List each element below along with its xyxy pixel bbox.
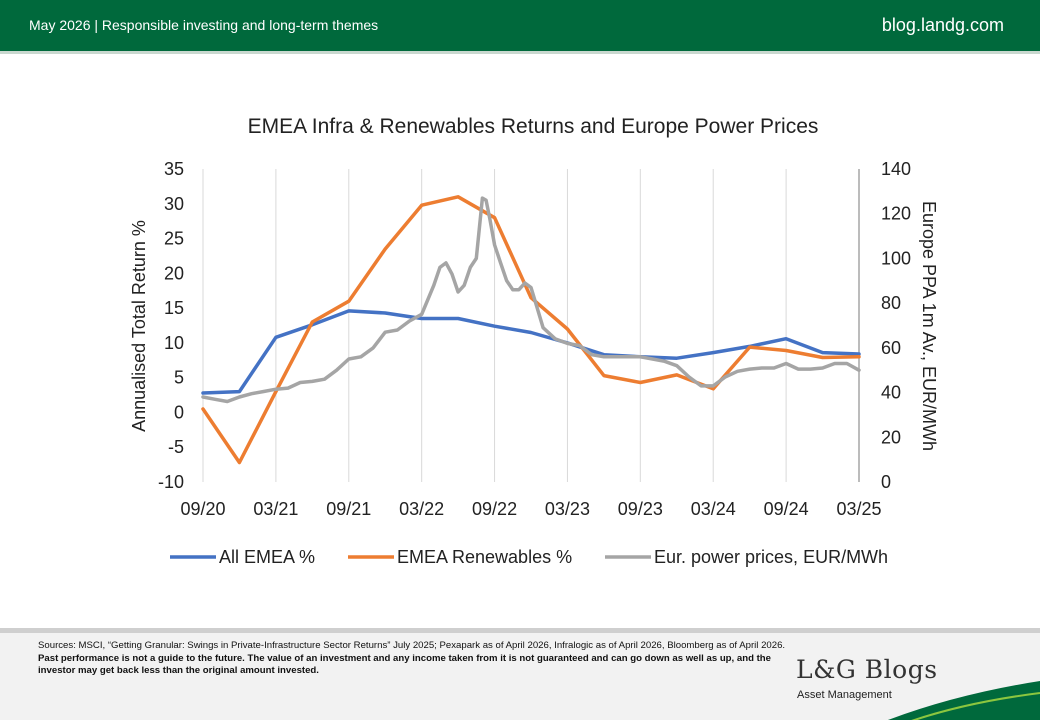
chart: EMEA Infra & Renewables Returns and Euro… (129, 115, 939, 567)
x-tick-label: 09/23 (618, 499, 663, 519)
y-axis-label: Annualised Total Return % (129, 220, 149, 432)
green-swoosh (887, 681, 1040, 720)
y2-tick-label: 140 (881, 159, 911, 179)
y2-tick-label: 120 (881, 204, 911, 224)
header-divider (0, 51, 1040, 54)
legend-label: All EMEA % (219, 547, 315, 567)
tick-labels: 09/20 03/21 09/21 03/22 09/22 03/23 09/23 03/24… (158, 159, 911, 519)
y-tick-label: 15 (164, 298, 184, 318)
y2-axis-label: Europe PPA 1m Av., EUR/MWh (919, 201, 939, 451)
y-tick-label: 10 (164, 333, 184, 353)
y-tick-label: -5 (168, 437, 184, 457)
y-tick-label: 35 (164, 159, 184, 179)
legend-label: EMEA Renewables % (397, 547, 572, 567)
series-line-emea-renewables (201, 195, 861, 465)
y-tick-label: 25 (164, 229, 184, 249)
x-tick-label: 03/24 (691, 499, 736, 519)
x-tick-label: 09/24 (764, 499, 809, 519)
series-lines (201, 195, 861, 465)
y2-tick-label: 60 (881, 338, 901, 358)
header-subtitle: May 2026 | Responsible investing and lon… (29, 17, 379, 33)
x-tick-label: 09/22 (472, 499, 517, 519)
chart-title: EMEA Infra & Renewables Returns and Euro… (248, 115, 819, 138)
y2-tick-label: 40 (881, 383, 901, 403)
site-link[interactable]: blog.landg.com (881, 15, 1004, 35)
y-tick-label: 0 (174, 402, 184, 422)
disclaimer-text: Past performance is not a guide to the f… (38, 652, 771, 677)
sources-note: Sources: MSCI, “Getting Granular: Swings… (38, 640, 798, 678)
series-line-power-prices (201, 196, 861, 404)
y-tick-label: 20 (164, 263, 184, 283)
lg-logo-subtext: Asset Management (797, 689, 892, 701)
sources-text: Sources: MSCI, “Getting Granular: Swings… (38, 640, 786, 651)
legend: All EMEA % EMEA Renewables % Eur. power pr… (170, 547, 888, 567)
y-tick-label: 30 (164, 194, 184, 214)
y2-tick-label: 0 (881, 472, 891, 492)
lg-blogs-logo: L&G Blogs (796, 655, 938, 684)
x-tick-label: 09/21 (326, 499, 371, 519)
header-bar: May 2026 | Responsible investing and lon… (0, 0, 1040, 51)
x-tick-label: 09/20 (180, 499, 225, 519)
x-tick-label: 03/21 (253, 499, 298, 519)
x-tick-label: 03/22 (399, 499, 444, 519)
y-tick-label: 5 (174, 368, 184, 388)
legend-label: Eur. power prices, EUR/MWh (654, 547, 888, 567)
y-tick-label: -10 (158, 472, 184, 492)
x-tick-label: 03/23 (545, 499, 590, 519)
y2-tick-label: 80 (881, 293, 901, 313)
footer: Sources: MSCI, “Getting Granular: Swings… (0, 628, 1040, 720)
y2-tick-label: 100 (881, 248, 911, 268)
x-tick-label: 03/25 (836, 499, 881, 519)
y2-tick-label: 20 (881, 427, 901, 447)
